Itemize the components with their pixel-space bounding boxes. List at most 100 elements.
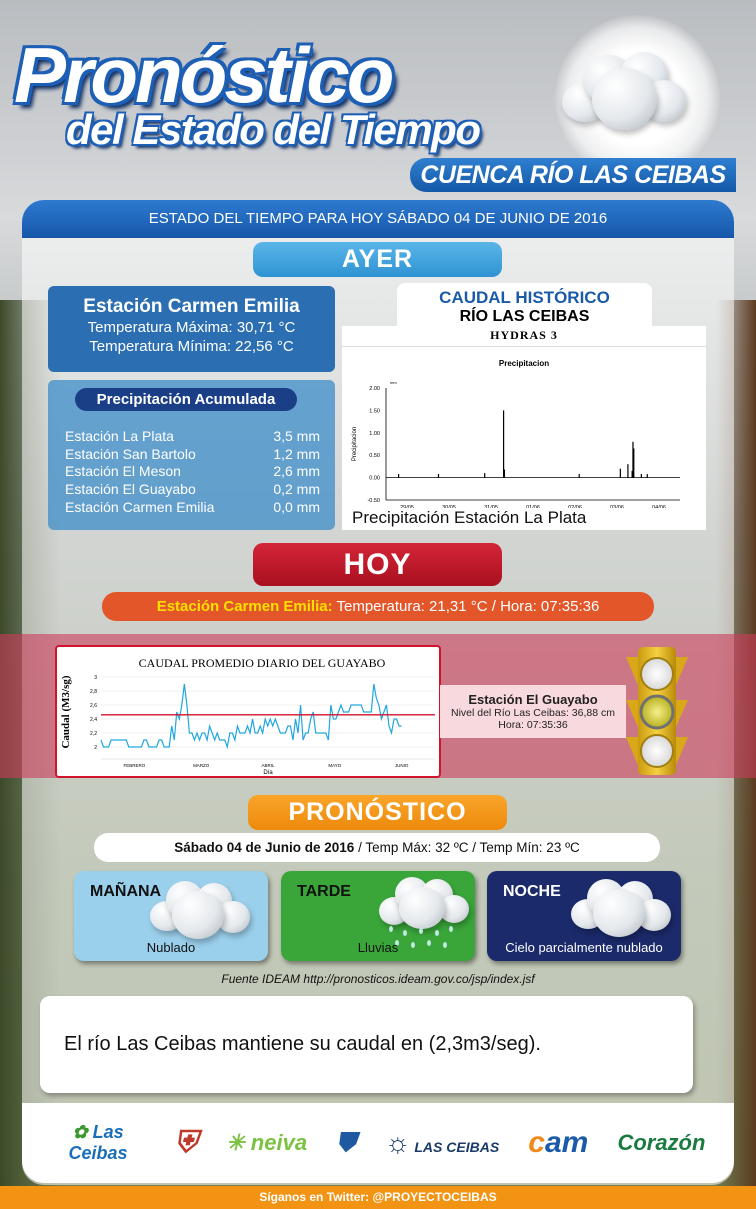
y-axis-label: Caudal (M3/sg) (60, 675, 72, 748)
tab-hoy: HOY (253, 543, 502, 586)
month-label: FEBRERO (124, 763, 146, 768)
x-tick-label: 29/05 (400, 505, 414, 508)
forecast-summary: Sábado 04 de Junio de 2016 / Temp Máx: 3… (94, 833, 660, 862)
guayabo-flow-plot: CAUDAL PROMEDIO DIARIO DEL GUAYABO Caudal… (60, 656, 435, 776)
cloud-icon (571, 877, 671, 937)
flow-line (100, 683, 402, 750)
current-reading-bar: Estación Carmen Emilia: Temperatura: 21,… (102, 592, 654, 621)
precip-value: 2,6 mm (273, 463, 320, 479)
forecast-temps: / Temp Máx: 32 ºC / Temp Mín: 23 ºC (354, 840, 580, 855)
basin-banner: CUENCA RÍO LAS CEIBAS (410, 158, 736, 192)
forecast-card-noche: NOCHE Cielo parcialmente nublado (487, 871, 681, 961)
river-status-note: El río Las Ceibas mantiene su caudal en … (40, 996, 693, 1093)
period-label: MAÑANA (90, 883, 162, 900)
forecast-card-manana: MAÑANA Nublado (74, 871, 268, 961)
rain-cloud-icon (379, 877, 469, 948)
month-label: ABRIL (261, 763, 275, 768)
y-tick-label: -0.50 (367, 498, 380, 504)
subtitle: del Estado del Tiempo (66, 106, 481, 153)
list-item: Estación Carmen Emilia 0,0 mm (65, 499, 320, 515)
list-item: Estación El Guayabo 0,2 mm (65, 481, 320, 497)
logo-gobernacion-huila: ⛨ (174, 1126, 198, 1159)
software-label: HYDRAS 3 (342, 328, 706, 347)
x-tick-label: 30/05 (442, 505, 456, 508)
x-axis-label: Día (263, 770, 273, 776)
river-name: RÍO LAS CEIBAS (459, 308, 590, 325)
station-name: Estación Carmen Emilia (83, 296, 300, 317)
twitter-footer[interactable]: Síganos en Twitter: @PROYECTOCEIBAS (0, 1186, 756, 1209)
chart-title: CAUDAL PROMEDIO DIARIO DEL GUAYABO (139, 656, 386, 670)
y-axis-label: Precipitacion (352, 427, 358, 461)
y-tick-label: 2,4 (90, 717, 97, 723)
river-level: Nivel del Río Las Ceibas: 36,88 cm (451, 707, 615, 719)
station-label: Estación La Plata (65, 428, 174, 444)
title: Pronóstico (14, 31, 394, 119)
precipitation-card: Precipitación Acumulada Estación La Plat… (48, 380, 335, 530)
traffic-light-icon (626, 647, 688, 775)
reading-time: Hora: 07:35:36 (498, 719, 568, 731)
logo-las-ceibas: ☼ LAS CEIBAS (384, 1127, 500, 1158)
logo-neiva: ✳ neiva (226, 1130, 308, 1155)
min-temp: Temperatura Mínima: 22,56 °C (89, 338, 294, 355)
station-carmen-emilia-card: Estación Carmen Emilia Temperatura Máxim… (48, 286, 335, 372)
cloud-icon (562, 50, 687, 130)
precipitation-chart: HYDRAS 3 Precipitacion mm -0.50 0.00 0.50 1.0… (342, 326, 706, 530)
station-label: Estación San Bartolo (65, 446, 196, 462)
forecast-date: Sábado 04 de Junio de 2016 (174, 840, 355, 855)
y-tick-label: 2.00 (369, 386, 380, 392)
y-tick-label: 3 (94, 675, 97, 681)
y-tick-label: 2,2 (90, 731, 97, 737)
chart-title: Precipitacion (499, 359, 549, 368)
y-tick-label: 2,8 (90, 689, 97, 695)
max-temp: Temperatura Máxima: 30,71 °C (87, 319, 296, 336)
precip-value: 3,5 mm (273, 428, 320, 444)
month-label: JUNIO (395, 763, 409, 768)
forecast-card-tarde: TARDE Lluvias (281, 871, 475, 961)
period-label: NOCHE (503, 883, 561, 900)
y-tick-label: 2 (94, 745, 97, 751)
guayabo-station-info: Estación El Guayabo Nivel del Río Las Ce… (440, 685, 626, 738)
logo-municipio-neiva: ⛊ (336, 1127, 356, 1157)
cloud-icon (150, 879, 250, 939)
station-label: Estación Carmen Emilia: (156, 598, 333, 615)
precip-value: 0,0 mm (273, 499, 320, 515)
logo-cuenca-las-ceibas: ✿ Las Ceibas (68, 1122, 128, 1163)
x-tick-label: 01/06 (526, 505, 540, 508)
x-tick-label: 04/06 (652, 505, 666, 508)
precipitation-title: Precipitación Acumulada (75, 388, 297, 411)
station-label: Estación El Guayabo (65, 481, 196, 497)
y-tick-label: 1.50 (369, 408, 380, 414)
source-link[interactable]: Fuente IDEAM http://pronosticos.ideam.go… (221, 972, 535, 986)
current-reading: Temperatura: 21,31 °C / Hora: 07:35:36 (332, 598, 600, 615)
list-item: Estación San Bartolo 1,2 mm (65, 446, 320, 462)
precipitation-plot: Precipitacion mm -0.50 0.00 0.50 1.00 1.50 2.00… (352, 359, 680, 508)
x-tick-label: 02/06 (568, 505, 582, 508)
list-item: Estación El Meson 2,6 mm (65, 463, 320, 479)
y-tick-label: 0.50 (369, 453, 380, 459)
chart-caption: Precipitación Estación La Plata (352, 508, 587, 527)
date-bar: ESTADO DEL TIEMPO PARA HOY SÁBADO 04 DE … (22, 200, 734, 238)
logo-cam: cam (528, 1126, 589, 1159)
station-name: Estación El Guayabo (468, 692, 598, 707)
partner-logos: ✿ Las Ceibas ⛨ ✳ neiva ⛊ ☼ LAS CEIBAS ca… (22, 1103, 734, 1183)
precip-value: 0,2 mm (273, 481, 320, 497)
x-tick-label: 31/05 (484, 505, 498, 508)
list-item: Estación La Plata 3,5 mm (65, 428, 320, 444)
station-label: Estación Carmen Emilia (65, 499, 215, 515)
period-label: TARDE (297, 883, 351, 900)
tab-ayer: AYER (253, 242, 502, 277)
y-tick-label: 1.00 (369, 431, 380, 437)
precip-value: 1,2 mm (273, 446, 320, 462)
y-tick-label: 2,6 (90, 703, 97, 709)
tab-pronostico: PRONÓSTICO (248, 795, 507, 830)
month-label: MAYO (328, 763, 341, 768)
y-tick-label: 0.00 (369, 476, 380, 482)
historic-title: CAUDAL HISTÓRICO (439, 288, 610, 307)
x-tick-label: 03/06 (610, 505, 624, 508)
period-description: Lluvias (357, 940, 399, 955)
logo-opita-de-corazon: Corazón (617, 1130, 706, 1155)
month-label: MARZO (193, 763, 210, 768)
station-label: Estación El Meson (65, 463, 181, 479)
historic-flow-heading: CAUDAL HISTÓRICO RÍO LAS CEIBAS (397, 283, 652, 329)
period-description: Cielo parcialmente nublado (505, 940, 663, 955)
